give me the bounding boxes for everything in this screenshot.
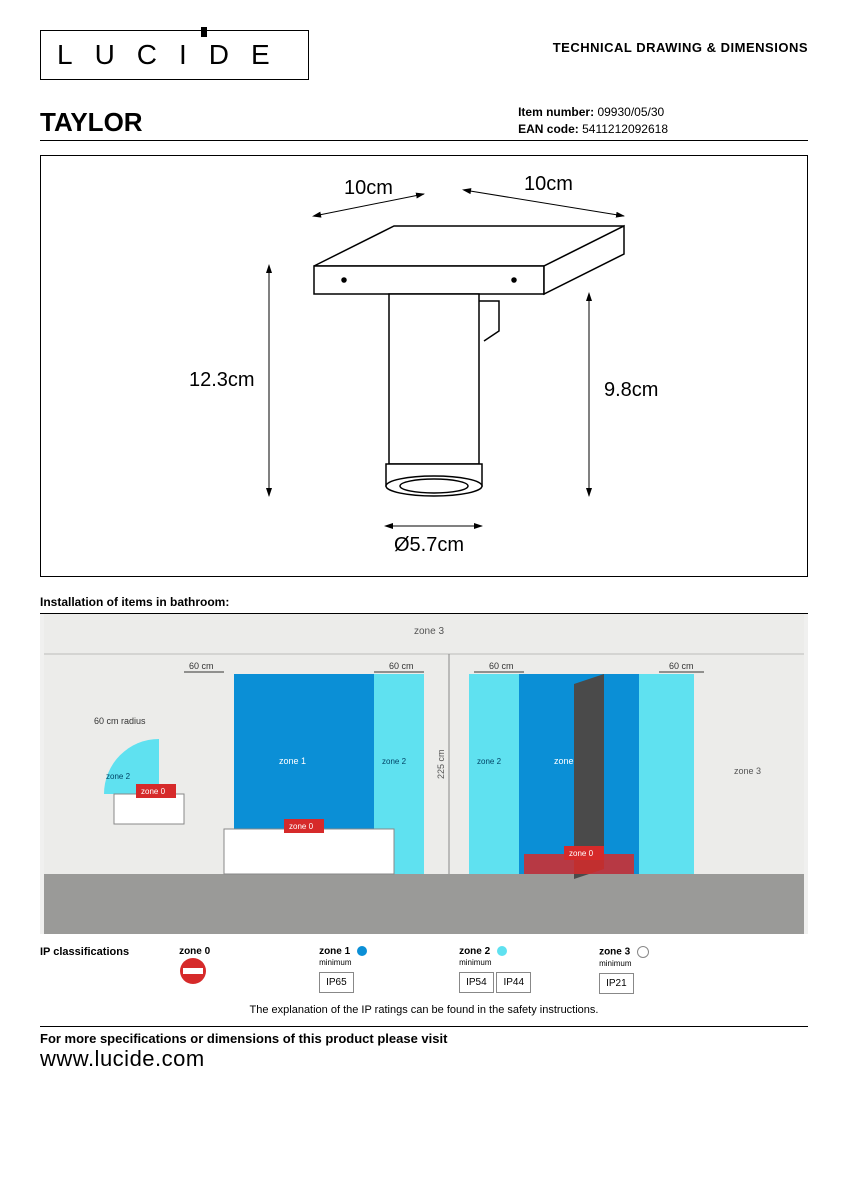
item-number-label: Item number:	[518, 105, 594, 119]
sixty-3: 60 cm	[489, 661, 514, 671]
height-225: 225 cm	[436, 749, 446, 779]
tub-z0: zone 0	[289, 822, 314, 831]
dim-height-cyl: 9.8cm	[604, 379, 658, 401]
basin-z2: zone 2	[106, 772, 131, 781]
technical-drawing: 10cm 10cm 12.3cm 9.8cm Ø5.7cm	[40, 155, 808, 577]
ip1-hdr: zone 1	[319, 946, 350, 957]
brand-text: LUCIDE	[57, 39, 292, 70]
dim-top-right: 10cm	[524, 173, 573, 195]
zone-diagram: zone 3 60 cm 60 cm 60 cm 60 cm 60 cm rad…	[40, 613, 808, 934]
installation-label: Installation of items in bathroom:	[40, 595, 808, 609]
footer: For more specifications or dimensions of…	[40, 1026, 808, 1072]
logo-dot-icon	[201, 27, 207, 37]
ip2-min: minimum	[459, 958, 491, 967]
footer-text: For more specifications or dimensions of…	[40, 1031, 808, 1046]
basin-z0: zone 0	[141, 787, 166, 796]
ip1-chip0: IP65	[319, 972, 354, 993]
sixty-1: 60 cm	[189, 661, 214, 671]
shw-z2: zone 2	[477, 757, 502, 766]
zone2-swatch-icon	[497, 946, 507, 956]
dim-height-total: 12.3cm	[189, 369, 255, 391]
ip2-chip0: IP54	[459, 972, 494, 993]
ip-zone3: zone 3 minimum IP21	[599, 946, 699, 994]
zone3-right: zone 3	[734, 766, 761, 776]
zone-svg: zone 3 60 cm 60 cm 60 cm 60 cm 60 cm rad…	[40, 614, 808, 934]
ip-title: IP classifications	[40, 946, 129, 958]
ip1-min: minimum	[319, 958, 351, 967]
drawing-svg: 10cm 10cm 12.3cm 9.8cm Ø5.7cm	[41, 156, 807, 576]
zone3-swatch-icon	[637, 946, 649, 958]
ip-zone1: zone 1 minimum IP65	[319, 946, 419, 993]
ip-note: The explanation of the IP ratings can be…	[40, 1004, 808, 1016]
ip3-hdr: zone 3	[599, 946, 630, 957]
brand-logo: LUCIDE	[40, 30, 309, 80]
ip-zone2: zone 2 minimum IP54 IP44	[459, 946, 559, 993]
zone1-swatch-icon	[357, 946, 367, 956]
dim-diameter: Ø5.7cm	[394, 534, 464, 556]
product-name: TAYLOR	[40, 107, 143, 138]
ip3-chip0: IP21	[599, 973, 634, 994]
tub-z1: zone 1	[279, 756, 306, 766]
doc-title: TECHNICAL DRAWING & DIMENSIONS	[553, 40, 808, 55]
item-number-value: 09930/05/30	[597, 105, 664, 119]
ip2-hdr: zone 2	[459, 946, 490, 957]
zone3-top-label: zone 3	[414, 626, 444, 637]
footer-url: www.lucide.com	[40, 1046, 808, 1072]
product-header: TAYLOR Item number: 09930/05/30 EAN code…	[40, 104, 808, 141]
tub-z2: zone 2	[382, 757, 407, 766]
ip-zone0: zone 0	[179, 946, 279, 988]
ean-value: 5411212092618	[582, 122, 668, 136]
ip2-chip1: IP44	[496, 972, 531, 993]
ip-classifications: IP classifications zone 0 zone 1 minimum…	[40, 946, 808, 994]
ip3-min: minimum	[599, 959, 631, 968]
radius-label: 60 cm radius	[94, 716, 146, 726]
product-meta: Item number: 09930/05/30 EAN code: 54112…	[518, 104, 808, 138]
header: LUCIDE TECHNICAL DRAWING & DIMENSIONS	[40, 30, 808, 80]
no-entry-icon	[179, 957, 207, 985]
dim-top-left: 10cm	[344, 177, 393, 199]
ip0-hdr: zone 0	[179, 946, 210, 957]
sixty-4: 60 cm	[669, 661, 694, 671]
sixty-2: 60 cm	[389, 661, 414, 671]
ean-label: EAN code:	[518, 122, 579, 136]
shw-z0: zone 0	[569, 849, 594, 858]
